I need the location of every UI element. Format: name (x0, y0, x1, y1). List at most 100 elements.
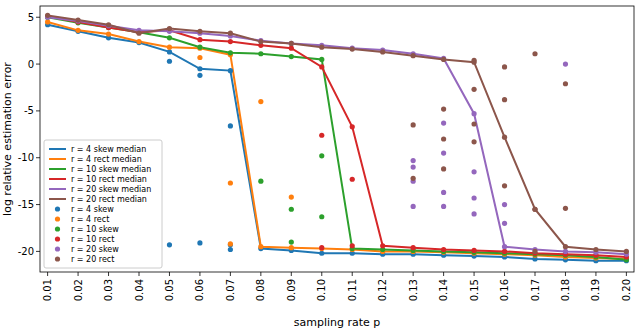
run-point (289, 41, 294, 46)
run-point (441, 204, 446, 209)
run-point (502, 244, 507, 249)
x-tick-label: 0.03 (103, 279, 114, 301)
legend-swatch (49, 188, 66, 190)
run-point (502, 183, 507, 188)
legend-label: r = 10 skew (71, 225, 119, 234)
run-point (228, 180, 233, 185)
x-tick (47, 272, 48, 276)
run-point (75, 29, 80, 34)
run-point (411, 158, 416, 163)
run-point (258, 179, 263, 184)
legend-label: r = 4 rect (71, 215, 109, 224)
x-tick (230, 272, 231, 276)
x-tick (443, 272, 444, 276)
x-tick (78, 272, 79, 276)
run-point (289, 239, 294, 244)
run-point (502, 221, 507, 226)
run-point (471, 195, 476, 200)
x-tick-label: 0.16 (499, 279, 510, 301)
legend-swatch (55, 236, 60, 241)
run-point (411, 204, 416, 209)
run-point (197, 37, 202, 42)
legend-swatch (49, 168, 66, 170)
run-point (471, 58, 476, 63)
legend-swatch (49, 148, 66, 150)
y-tick-label: 5 (28, 12, 34, 23)
run-point (258, 38, 263, 43)
y-tick (36, 64, 40, 65)
run-point (380, 49, 385, 54)
x-tick (108, 272, 109, 276)
run-point (319, 45, 324, 50)
run-point (441, 190, 446, 195)
x-tick-label: 0.20 (621, 279, 632, 301)
x-tick (595, 272, 596, 276)
run-point (563, 61, 568, 66)
run-point (319, 246, 324, 251)
x-tick-label: 0.06 (194, 279, 205, 301)
run-point (411, 122, 416, 127)
run-point (75, 17, 80, 22)
legend-label: r = 4 skew (71, 205, 114, 214)
run-point (532, 207, 537, 212)
run-point (319, 153, 324, 158)
run-point (411, 245, 416, 250)
run-point (471, 87, 476, 92)
legend-swatch (55, 226, 60, 231)
x-tick (352, 272, 353, 276)
y-tick-label: -10 (18, 152, 34, 163)
run-point (532, 249, 537, 254)
run-point (289, 54, 294, 59)
x-tick-label: 0.04 (134, 279, 145, 301)
x-tick-label: 0.18 (560, 279, 571, 301)
x-tick-label: 0.12 (377, 279, 388, 301)
run-point (350, 46, 355, 51)
legend-swatch (55, 216, 60, 221)
run-point (380, 243, 385, 248)
legend-label: r = 10 skew median (71, 165, 151, 174)
run-point (441, 136, 446, 141)
y-tick (36, 157, 40, 158)
run-point (167, 26, 172, 31)
chart: 0.010.020.030.040.050.060.070.080.090.10… (0, 0, 640, 334)
run-point (319, 251, 324, 256)
x-tick (565, 272, 566, 276)
run-point (228, 31, 233, 36)
y-label: log relative estimation error (1, 62, 14, 216)
run-point (136, 31, 141, 36)
x-tick-label: 0.17 (530, 279, 541, 301)
x-tick (474, 272, 475, 276)
run-point (258, 51, 263, 56)
run-point (258, 244, 263, 249)
y-tick (36, 17, 40, 18)
x-tick (535, 272, 536, 276)
run-point (471, 248, 476, 253)
run-point (75, 18, 80, 23)
legend-label: r = 4 rect median (71, 155, 142, 164)
run-point (471, 211, 476, 216)
legend-label: r = 10 rect (71, 235, 114, 244)
run-point (471, 121, 476, 126)
run-point (228, 241, 233, 246)
run-point (228, 242, 233, 247)
y-tick-label: -5 (24, 105, 34, 116)
plot-frame (40, 6, 634, 272)
run-point (411, 176, 416, 181)
run-point (411, 164, 416, 169)
y-tick (36, 110, 40, 111)
run-point (228, 247, 233, 252)
x-tick-label: 0.09 (286, 279, 297, 301)
run-point (289, 41, 294, 46)
x-tick (291, 272, 292, 276)
run-point (167, 49, 172, 54)
legend-box (44, 140, 162, 268)
y-tick-label: 0 (28, 59, 34, 70)
run-point (411, 53, 416, 58)
legend-label: r = 20 rect median (71, 195, 147, 204)
run-point (441, 166, 446, 171)
run-point (441, 120, 446, 125)
y-tick (36, 251, 40, 252)
x-tick (169, 272, 170, 276)
run-point (441, 150, 446, 155)
y-tick-label: -20 (18, 246, 34, 257)
